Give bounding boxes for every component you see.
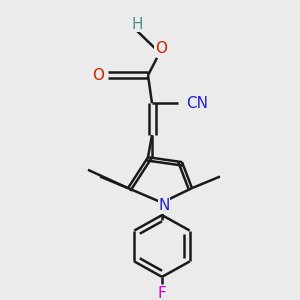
Text: O: O: [92, 68, 104, 83]
Text: CN: CN: [186, 96, 208, 111]
Text: H: H: [131, 16, 143, 32]
Text: F: F: [158, 286, 166, 300]
Text: O: O: [155, 41, 167, 56]
Text: N: N: [158, 198, 170, 213]
